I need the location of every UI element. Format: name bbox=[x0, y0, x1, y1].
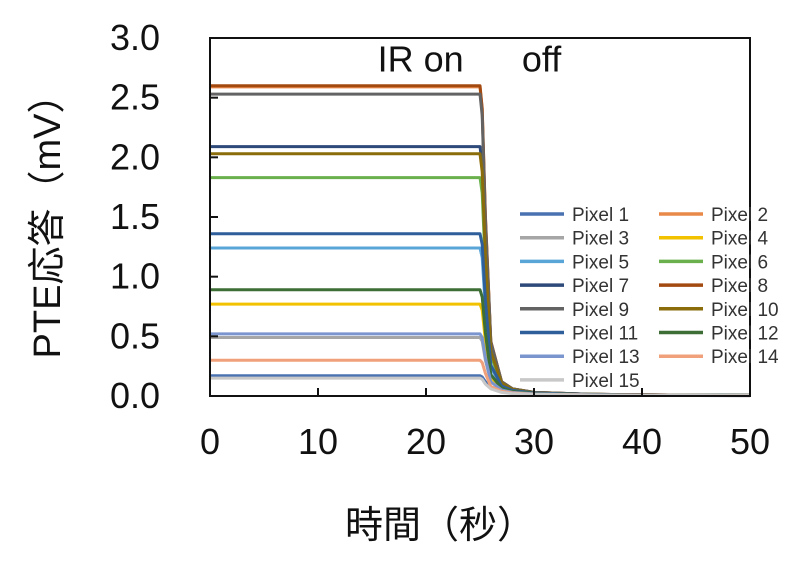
legend-item-pixel-7: Pixel 7 bbox=[520, 276, 629, 297]
y-tick-label: 0.5 bbox=[110, 315, 160, 356]
legend-label: Pixel 3 bbox=[572, 229, 629, 250]
legend-item-pixel-5: Pixel 5 bbox=[520, 252, 629, 273]
legend-label: Pixel 6 bbox=[711, 252, 768, 273]
legend-item-pixel-10: Pixel 10 bbox=[659, 300, 779, 321]
annotation-layer: IR on off bbox=[378, 38, 563, 79]
x-axis-title: 時間（秒） bbox=[345, 505, 535, 547]
x-tick-label: 10 bbox=[298, 421, 338, 462]
legend-item-pixel-15: Pixel 15 bbox=[520, 371, 640, 392]
tick-layer: 0 10 20 30 40 50 0.0 0.5 1.0 1.5 2.0 2.5 3.0 bbox=[110, 17, 770, 462]
legend-label: Pixel 5 bbox=[572, 252, 629, 273]
y-tick-label: 1.0 bbox=[110, 256, 160, 297]
legend-label: Pixel 8 bbox=[711, 276, 768, 297]
legend-item-pixel-4: Pixel 4 bbox=[659, 229, 768, 250]
annotation-off: off bbox=[522, 38, 562, 79]
legend-item-pixel-3: Pixel 3 bbox=[520, 229, 629, 250]
legend-item-pixel-8: Pixel 8 bbox=[659, 276, 768, 297]
x-tick-label: 40 bbox=[622, 421, 662, 462]
legend-label: Pixel 4 bbox=[711, 229, 768, 250]
legend-label: Pixel 13 bbox=[572, 347, 640, 368]
legend-label: Pixel 10 bbox=[711, 300, 779, 321]
legend-label: Pixel 7 bbox=[572, 276, 629, 297]
x-tick-label: 30 bbox=[514, 421, 554, 462]
legend-item-pixel-1: Pixel 1 bbox=[520, 205, 629, 226]
legend: Pixel 1 Pixel 2 Pixel 3 Pixel 4 Pixel 5 Pixel… bbox=[520, 205, 779, 392]
legend-item-pixel-2: Pixel 2 bbox=[659, 205, 768, 226]
x-tick-label: 20 bbox=[406, 421, 446, 462]
y-tick-label: 2.0 bbox=[110, 136, 160, 177]
annotation-ir-on: IR on bbox=[378, 38, 464, 79]
legend-label: Pixel 1 bbox=[572, 205, 629, 226]
x-tick-label: 0 bbox=[200, 421, 220, 462]
series-layer bbox=[210, 84, 751, 398]
legend-label: Pixel 2 bbox=[711, 205, 768, 226]
legend-label: Pixel 12 bbox=[711, 324, 779, 345]
legend-item-pixel-12: Pixel 12 bbox=[659, 324, 779, 345]
y-axis-title: PTE応答（mV） bbox=[27, 76, 69, 359]
legend-item-pixel-9: Pixel 9 bbox=[520, 300, 629, 321]
x-tick-label: 50 bbox=[730, 421, 770, 462]
legend-item-pixel-14: Pixel 14 bbox=[659, 347, 779, 368]
legend-label: Pixel 9 bbox=[572, 300, 629, 321]
y-tick-label: 1.5 bbox=[110, 196, 160, 237]
legend-label: Pixel 11 bbox=[572, 324, 638, 345]
legend-label: Pixel 14 bbox=[711, 347, 779, 368]
y-tick-label: 0.0 bbox=[110, 375, 160, 416]
y-tick-label: 2.5 bbox=[110, 77, 160, 118]
legend-item-pixel-11: Pixel 11 bbox=[520, 324, 638, 345]
legend-item-pixel-6: Pixel 6 bbox=[659, 252, 768, 273]
y-tick-label: 3.0 bbox=[110, 17, 160, 58]
legend-item-pixel-13: Pixel 13 bbox=[520, 347, 640, 368]
legend-label: Pixel 15 bbox=[572, 371, 640, 392]
